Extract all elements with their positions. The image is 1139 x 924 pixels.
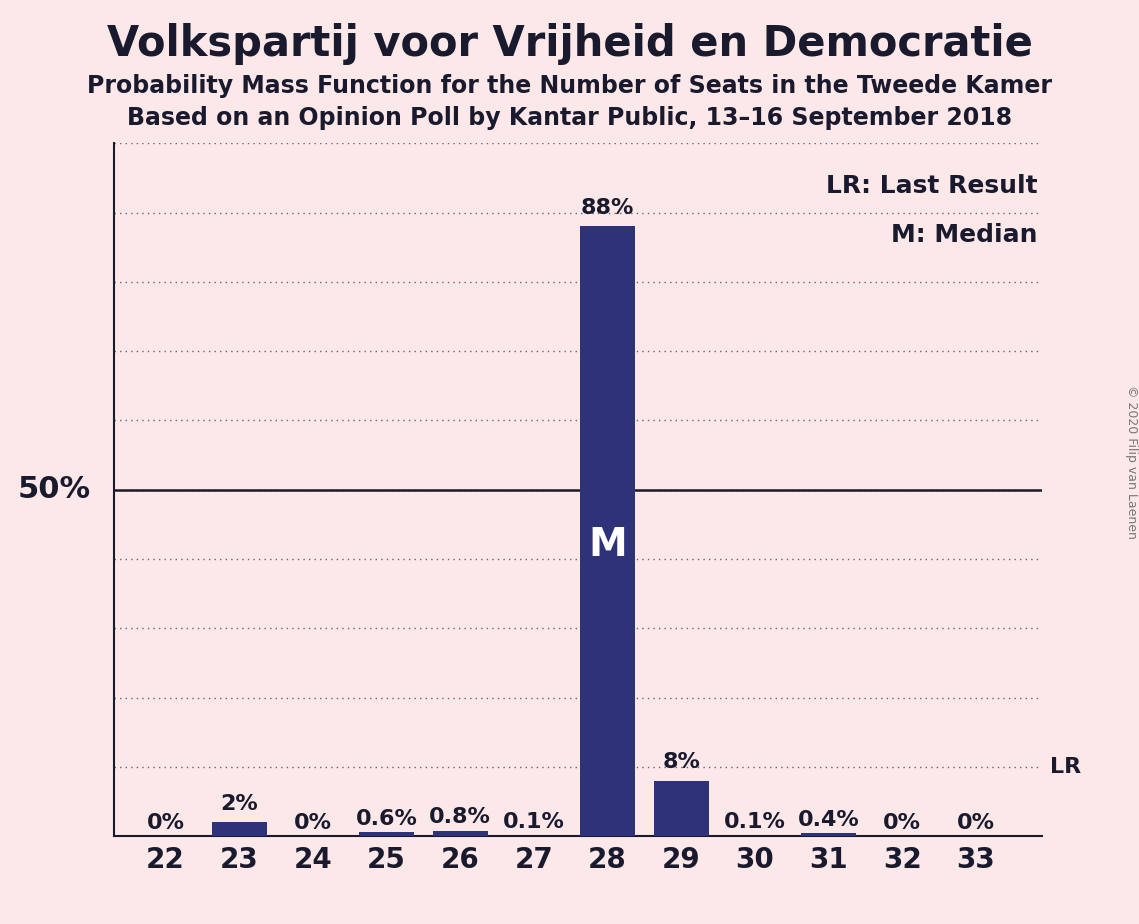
Bar xyxy=(654,781,708,836)
Text: 0.8%: 0.8% xyxy=(429,808,491,827)
Text: 50%: 50% xyxy=(17,475,91,505)
Text: M: M xyxy=(588,526,626,565)
Text: 0%: 0% xyxy=(883,813,921,833)
Text: © 2020 Filip van Laenen: © 2020 Filip van Laenen xyxy=(1124,385,1138,539)
Text: 88%: 88% xyxy=(581,198,634,218)
Text: 0%: 0% xyxy=(957,813,994,833)
Text: Volkspartij voor Vrijheid en Democratie: Volkspartij voor Vrijheid en Democratie xyxy=(107,23,1032,65)
Text: 2%: 2% xyxy=(220,794,259,814)
Text: LR: LR xyxy=(1049,757,1081,777)
Text: 0%: 0% xyxy=(294,813,331,833)
Text: Based on an Opinion Poll by Kantar Public, 13–16 September 2018: Based on an Opinion Poll by Kantar Publi… xyxy=(126,106,1013,130)
Text: 0.4%: 0.4% xyxy=(797,810,860,830)
Bar xyxy=(212,822,267,836)
Text: 0.6%: 0.6% xyxy=(355,808,417,829)
Text: 0.1%: 0.1% xyxy=(724,812,786,833)
Text: LR: Last Result: LR: Last Result xyxy=(826,175,1038,199)
Text: M: Median: M: Median xyxy=(891,223,1038,247)
Text: 0.1%: 0.1% xyxy=(503,812,565,833)
Text: 8%: 8% xyxy=(662,752,700,772)
Text: Probability Mass Function for the Number of Seats in the Tweede Kamer: Probability Mass Function for the Number… xyxy=(87,74,1052,98)
Text: 0%: 0% xyxy=(147,813,185,833)
Bar xyxy=(580,226,636,836)
Bar xyxy=(801,833,857,836)
Bar xyxy=(359,833,415,836)
Bar xyxy=(433,831,487,836)
